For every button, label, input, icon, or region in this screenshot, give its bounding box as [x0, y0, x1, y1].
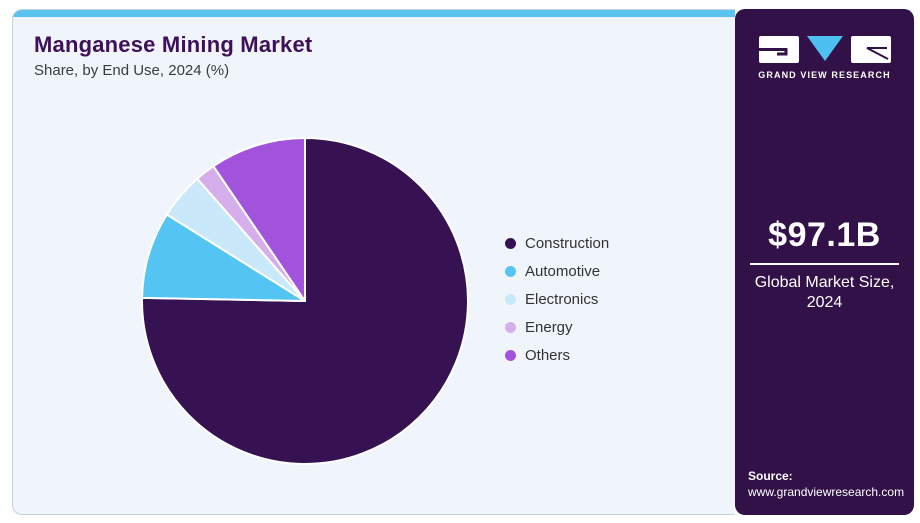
- pie-slice-automotive: [141, 213, 306, 302]
- legend-dot-icon: [505, 266, 516, 277]
- market-size-label-line1: Global Market Size,: [754, 274, 895, 291]
- infographic-card: Manganese Mining Market Share, by End Us…: [12, 9, 914, 515]
- legend-label: Others: [525, 347, 571, 364]
- market-size-block: $97.1B Global Market Size, 2024: [745, 216, 904, 313]
- brand-sidebar: GRAND VIEW RESEARCH $97.1B Global Market…: [735, 9, 914, 515]
- page-title: Manganese Mining Market: [34, 32, 313, 57]
- legend-dot-icon: [505, 238, 516, 249]
- chart-subtitle: Share, by End Use, 2024 (%): [34, 62, 230, 79]
- pie-slice-others: [212, 137, 306, 302]
- source-block: Source: www.grandviewresearch.com: [748, 469, 904, 499]
- legend-item-construction: Construction: [505, 234, 609, 253]
- market-size-label-line2: 2024: [806, 294, 843, 311]
- market-size-value: $97.1B: [768, 216, 881, 254]
- legend-label: Electronics: [525, 291, 599, 308]
- legend-item-automotive: Automotive: [505, 262, 609, 281]
- chart-legend: Construction Automotive Electronics Energy O…: [505, 234, 609, 374]
- market-size-label: Global Market Size, 2024: [745, 273, 904, 313]
- pie-slice-construction: [141, 137, 469, 465]
- legend-dot-icon: [505, 322, 516, 333]
- legend-item-electronics: Electronics: [505, 290, 609, 309]
- legend-dot-icon: [505, 350, 516, 361]
- legend-label: Automotive: [525, 263, 601, 280]
- source-url: www.grandviewresearch.com: [748, 485, 905, 499]
- divider: [750, 263, 899, 265]
- legend-label: Energy: [525, 319, 573, 336]
- accent-top-bar: [13, 10, 735, 17]
- pie-chart: [141, 137, 469, 465]
- brand-name: GRAND VIEW RESEARCH: [758, 70, 891, 80]
- chart-panel: Manganese Mining Market Share, by End Us…: [12, 9, 735, 515]
- gvr-logo-icon: [758, 36, 891, 63]
- legend-item-others: Others: [505, 346, 609, 365]
- source-label: Source:: [748, 469, 793, 483]
- legend-dot-icon: [505, 294, 516, 305]
- legend-item-energy: Energy: [505, 318, 609, 337]
- legend-label: Construction: [525, 235, 610, 252]
- gvr-logo: GRAND VIEW RESEARCH: [735, 35, 914, 80]
